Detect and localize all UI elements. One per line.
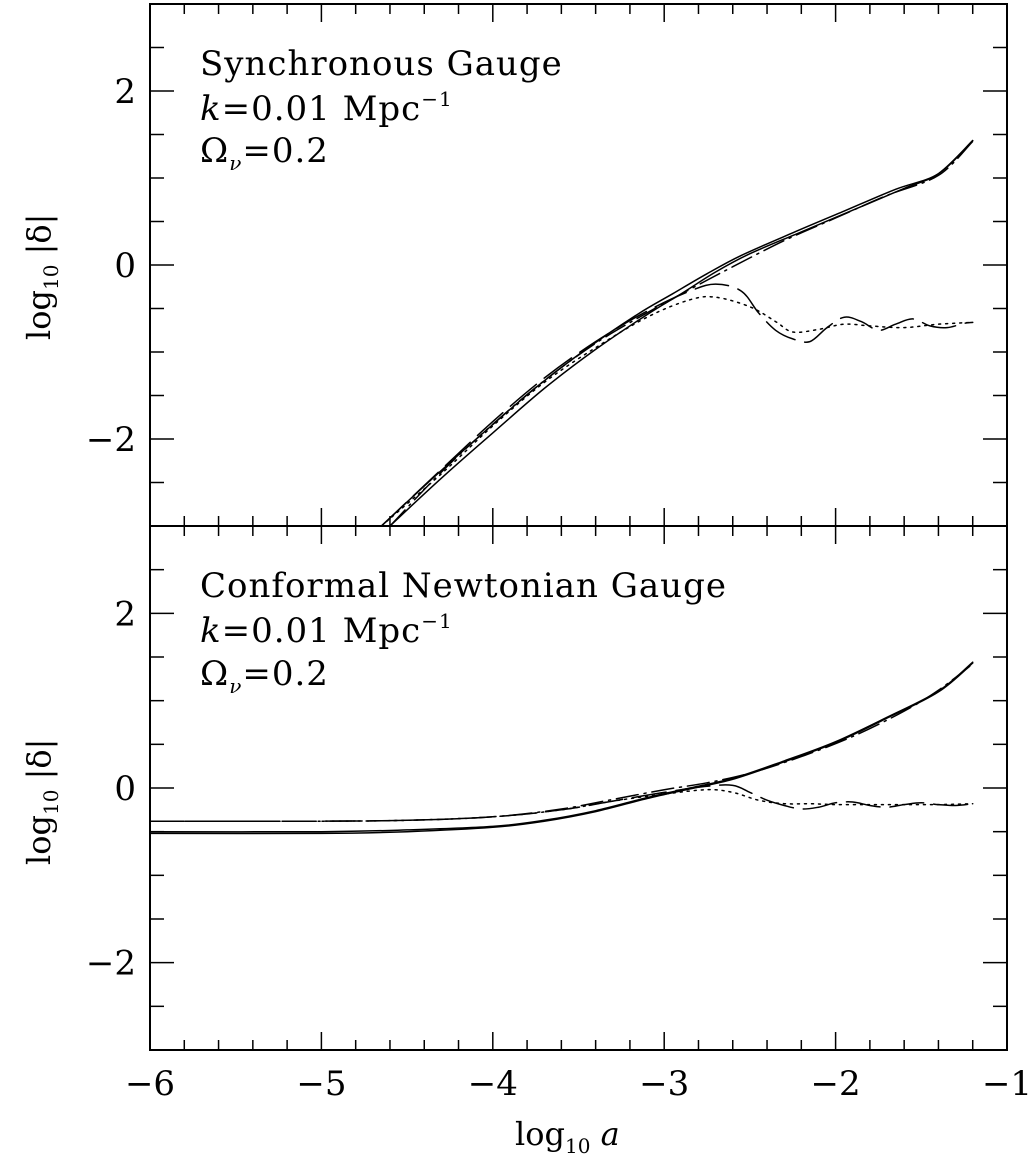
bottom-k-exponent: −1 bbox=[421, 609, 452, 633]
top-omega-subscript: ν bbox=[229, 151, 242, 175]
top-panel: 20−2 Synchronous Gauge k=0.01 Mpc−1 Ων=0… bbox=[20, 3, 1008, 527]
top-series-dash-dot-line bbox=[389, 140, 974, 527]
top-series-dotted-line bbox=[380, 295, 974, 527]
bottom-gauge-annotation: Conformal Newtonian Gauge bbox=[200, 566, 727, 606]
bottom-ylabel-base: log bbox=[20, 815, 58, 865]
top-ylabel-base: log bbox=[20, 290, 58, 340]
bottom-omega-subscript: ν bbox=[229, 674, 242, 698]
bottom-y-tick-label: 2 bbox=[114, 594, 136, 634]
bottom-ylabel-sub: 10 bbox=[39, 790, 63, 815]
bottom-x-tick-label: −6 bbox=[125, 1064, 175, 1104]
top-k-value: =0.01 Mpc bbox=[222, 89, 422, 129]
bottom-omega-symbol: Ω bbox=[200, 654, 229, 694]
bottom-x-tick-label: −2 bbox=[811, 1064, 861, 1104]
bottom-omega-annotation: Ων=0.2 bbox=[200, 654, 329, 698]
bottom-series-solid-line bbox=[149, 662, 974, 835]
bottom-x-tick-label: −4 bbox=[468, 1064, 518, 1104]
bottom-omega-value: =0.2 bbox=[242, 654, 329, 694]
top-ylabel-rest: |δ| bbox=[20, 214, 58, 265]
top-y-axis-title: log10 |δ| bbox=[20, 214, 63, 340]
top-k-annotation: k=0.01 Mpc−1 bbox=[200, 87, 453, 129]
top-y-tick-label: −2 bbox=[86, 420, 136, 460]
bottom-y-tick-label: 0 bbox=[114, 769, 136, 809]
top-y-tick-label: 0 bbox=[114, 246, 136, 286]
top-series-solid-line bbox=[389, 139, 974, 527]
top-series-solid-line bbox=[380, 139, 974, 527]
bottom-x-tick-label: −3 bbox=[639, 1064, 689, 1104]
top-omega-value: =0.2 bbox=[242, 131, 329, 171]
bottom-k-value: =0.01 Mpc bbox=[222, 611, 422, 651]
xlabel-base: log bbox=[515, 1115, 565, 1153]
x-axis-title: log10 a bbox=[515, 1115, 620, 1158]
bottom-series-dash-dot-line bbox=[149, 663, 974, 822]
bottom-series-dotted-line bbox=[149, 788, 974, 822]
bottom-series-long-dash-line bbox=[149, 784, 974, 822]
bottom-x-tick-label: −5 bbox=[296, 1064, 346, 1104]
top-tick-labels: 2 0 −2 bbox=[86, 72, 136, 460]
bottom-k-symbol: k bbox=[200, 611, 222, 651]
bottom-series-solid-line bbox=[149, 661, 974, 833]
bottom-y-axis-title: log10 |δ| bbox=[20, 739, 63, 865]
top-k-symbol: k bbox=[200, 89, 222, 129]
top-ticks bbox=[149, 3, 1008, 527]
bottom-ylabel-rest: |δ| bbox=[20, 739, 58, 790]
top-curves bbox=[380, 139, 974, 527]
top-omega-annotation: Ων=0.2 bbox=[200, 131, 329, 175]
top-k-exponent: −1 bbox=[421, 87, 452, 111]
bottom-tick-labels: 2 0 −2 −6 −5 −4 −3 −2 −1 bbox=[86, 594, 1032, 1104]
top-gauge-annotation: Synchronous Gauge bbox=[200, 44, 563, 84]
bottom-y-tick-label: −2 bbox=[86, 944, 136, 984]
xlabel-sub: 10 bbox=[565, 1134, 590, 1158]
top-ylabel-sub: 10 bbox=[39, 265, 63, 290]
bottom-x-tick-label: −1 bbox=[982, 1064, 1032, 1104]
xlabel-rest: a bbox=[590, 1115, 619, 1153]
bottom-panel: 2 0 −2 −6 −5 −4 −3 −2 −1 Conformal Newtonian Gau… bbox=[20, 525, 1032, 1158]
top-omega-symbol: Ω bbox=[200, 131, 229, 171]
top-series-long-dash-line bbox=[380, 283, 974, 527]
top-y-tick-label: 2 bbox=[114, 72, 136, 112]
bottom-k-annotation: k=0.01 Mpc−1 bbox=[200, 609, 453, 651]
bottom-curves bbox=[149, 661, 974, 835]
